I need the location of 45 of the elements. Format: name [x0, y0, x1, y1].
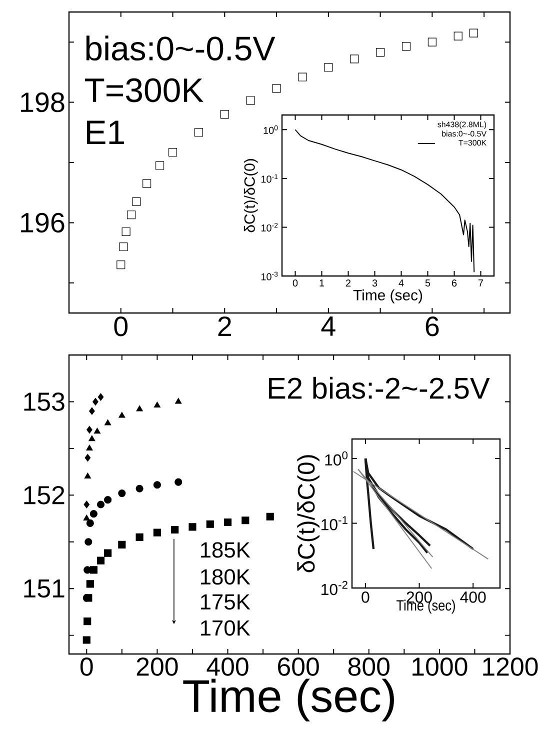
- y-axis-title: δC(t)/δC(0): [244, 159, 258, 232]
- annotation: 185K: [200, 542, 250, 558]
- x-tick-label: 7: [478, 280, 484, 286]
- x-tick-label: 400: [460, 592, 486, 603]
- annotation: bias:0~-0.5V: [86, 36, 276, 61]
- annotation: 175K: [200, 594, 250, 610]
- x-tick-label: 3: [372, 280, 378, 287]
- x-tick-label: 1200: [483, 658, 538, 676]
- x-tick-label: 5: [425, 280, 430, 286]
- annotation: E2 bias:-2~-2.5V: [268, 376, 490, 399]
- annotation: 170K: [200, 620, 250, 636]
- x-tick-label: 1: [320, 280, 324, 286]
- annotation: 180K: [200, 569, 250, 585]
- x-tick-label: 4: [398, 280, 404, 286]
- x-tick-label: 0: [362, 592, 370, 603]
- x-tick-label: 0: [292, 280, 298, 287]
- y-tick-label: 196: [21, 212, 64, 233]
- x-tick-label: 6: [452, 280, 457, 287]
- y-tick-label: 153: [24, 392, 64, 411]
- y-axis-title: δC(t)/δC(0): [297, 455, 320, 572]
- x-tick-label: 200: [136, 658, 178, 676]
- x-tick-label: 6: [426, 316, 439, 336]
- x-tick-label: 4: [321, 316, 336, 336]
- y-tick-label: 151: [24, 580, 64, 598]
- y-tick-label: 10$^{-2}$: [322, 580, 348, 596]
- y-tick-label: 10$^{-1}$: [261, 174, 278, 183]
- y-tick-label: 10$^{-1}$: [322, 516, 348, 530]
- y-tick-label: 10$^{0}$: [264, 125, 278, 134]
- x-axis-title: Time (sec): [353, 289, 422, 304]
- x-tick-label: 1000: [412, 658, 468, 676]
- x-tick-label: 0: [114, 316, 128, 336]
- annotation: E1: [86, 120, 124, 144]
- x-tick-label: 2: [346, 280, 351, 286]
- x-tick-label: 2: [218, 316, 231, 336]
- x-tick-label: 800: [348, 658, 390, 676]
- x-tick-label: 600: [278, 658, 319, 676]
- y-tick-label: 10$^{-3}$: [261, 272, 278, 280]
- y-tick-label: 198: [21, 92, 64, 112]
- x-axis-title: Time (sec): [183, 678, 394, 722]
- y-tick-label: 10$^{0}$: [325, 451, 348, 466]
- y-tick-label: 152: [24, 486, 64, 504]
- annotation: T=300K: [84, 78, 204, 102]
- x-tick-label: 400: [206, 658, 248, 676]
- y-tick-label: 10$^{-2}$: [261, 222, 278, 232]
- x-tick-label: 0: [80, 658, 93, 676]
